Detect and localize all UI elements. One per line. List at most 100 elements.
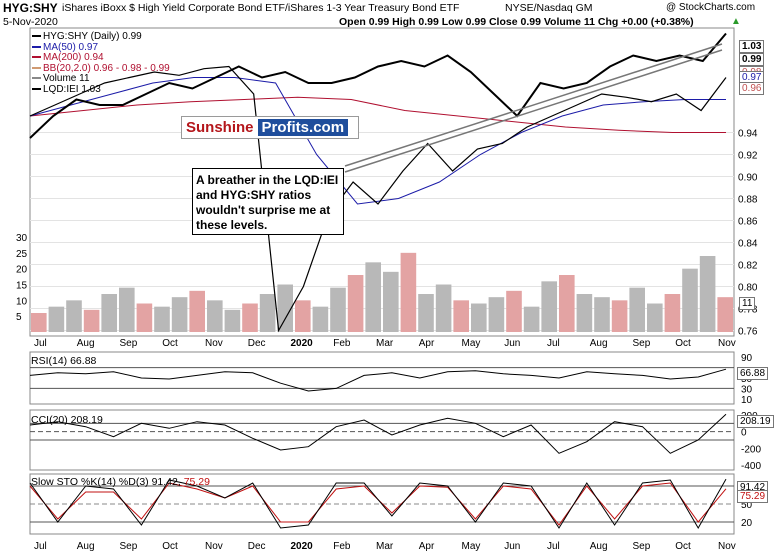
cci-tick-label: -200 [741,444,761,455]
month-label-bottom: Oct [675,541,691,552]
month-label-bottom: 2020 [291,541,314,552]
volume-bar [259,294,276,332]
legend-swatch [32,77,41,80]
volume-bar [48,306,65,332]
chart-ohlc: Open 0.99 High 0.99 Low 0.99 Close 0.99 … [339,16,694,28]
trendline-upper [344,43,723,167]
cci-tick-label: 0 [741,428,747,439]
month-label-bottom: Jul [547,541,560,552]
volume-bar [365,262,381,332]
volume-bar [717,297,733,332]
price-tick-label: 0.78 [738,305,758,316]
ma200-line [29,96,726,133]
volume-bar [207,300,223,332]
trendline-lower [344,49,723,173]
volume-bar [611,300,628,332]
month-label: Oct [675,338,691,349]
month-label-bottom: Sep [633,541,651,552]
legend-item: BB(20,2.0) 0.96 - 0.98 - 0.99 [32,63,170,75]
month-label: May [462,338,481,349]
volume-bar [471,303,487,332]
sunshine-profits-logo: Sunshine Profits.com [181,116,359,139]
volume-tag: 11 [739,297,756,310]
volume-bar [488,297,505,332]
rsi-tag: 66.88 [737,367,769,380]
month-label-bottom: Oct [162,541,178,552]
legend-item: HYG:SHY (Daily) 0.99 [32,31,170,43]
price-tick-label: 0.94 [738,129,758,140]
volume-bar [594,297,610,332]
chart-description: iShares iBoxx $ High Yield Corporate Bon… [62,2,460,14]
chart-copyright: @ StockCharts.com [666,2,756,13]
month-label-bottom: Dec [248,541,266,552]
month-label: Jul [34,338,47,349]
volume-bar [154,306,170,332]
volume-bar [453,300,469,332]
month-label-bottom: Sep [120,541,138,552]
volume-bar [629,287,645,332]
month-label-bottom: Feb [333,541,351,552]
volume-bar [66,300,82,332]
volume-tick-label: 20 [16,265,28,276]
month-label-bottom: May [462,541,481,552]
volume-bar [435,284,452,332]
volume-bar [647,303,663,332]
volume-bar [224,309,241,332]
legend-item: MA(50) 0.97 [32,42,170,54]
volume-tick-label: 10 [16,296,28,307]
month-label-bottom: Jul [34,541,47,552]
volume-bar [312,306,329,332]
volume-tick-label: 25 [16,249,28,260]
volume-bar [699,256,716,332]
month-label-bottom: Apr [419,541,435,552]
legend-swatch [32,87,41,90]
cci-tick-label: -400 [741,461,761,472]
legend-item: LQD:IEI 1.03 [32,84,170,96]
cci-tag: 208.19 [737,415,774,428]
price-tag-lqdiei: 1.03 [739,40,765,53]
volume-bar [277,284,293,332]
month-label-bottom: Jun [504,541,520,552]
month-label-bottom: Aug [77,541,95,552]
rsi-line [29,368,727,392]
legend-swatch [32,35,41,38]
rsi-tick-label: 30 [741,384,753,395]
cci-line [29,413,727,454]
month-label: Apr [419,338,435,349]
cci-title: CCI(20) 208.19 [31,414,103,426]
price-tick-label: 0.84 [738,239,758,250]
month-label: Sep [120,338,138,349]
volume-bar [418,294,434,332]
rsi-panel-frame [29,351,735,405]
volume-bar [295,300,311,332]
month-label: Nov [718,338,736,349]
month-label: Jun [504,338,520,349]
volume-bar [664,294,681,332]
month-label: Sep [633,338,651,349]
lqdiei-line [29,32,727,139]
volume-bar [400,252,417,332]
volume-bar [83,309,100,332]
volume-bar [383,271,399,332]
month-label: Mar [376,338,394,349]
month-label: Aug [77,338,95,349]
volume-bar [189,290,205,332]
volume-bar [523,306,540,332]
price-tick-label: 0.76 [738,327,758,338]
rsi-title: RSI(14) 66.88 [31,355,97,367]
volume-bar [31,313,47,332]
volume-bar [330,287,346,332]
legend-swatch [32,66,41,69]
hygshy-line [29,65,727,333]
ma50-line [29,77,726,205]
volume-bar [541,281,557,332]
month-label: Jul [547,338,560,349]
month-label: Dec [248,338,266,349]
sto-tick-label: 20 [741,518,753,529]
legend-item: MA(200) 0.94 [32,52,170,64]
volume-bar [347,275,364,332]
price-tick-label: 0.86 [738,217,758,228]
volume-tick-label: 5 [16,312,22,323]
month-label: Aug [590,338,608,349]
